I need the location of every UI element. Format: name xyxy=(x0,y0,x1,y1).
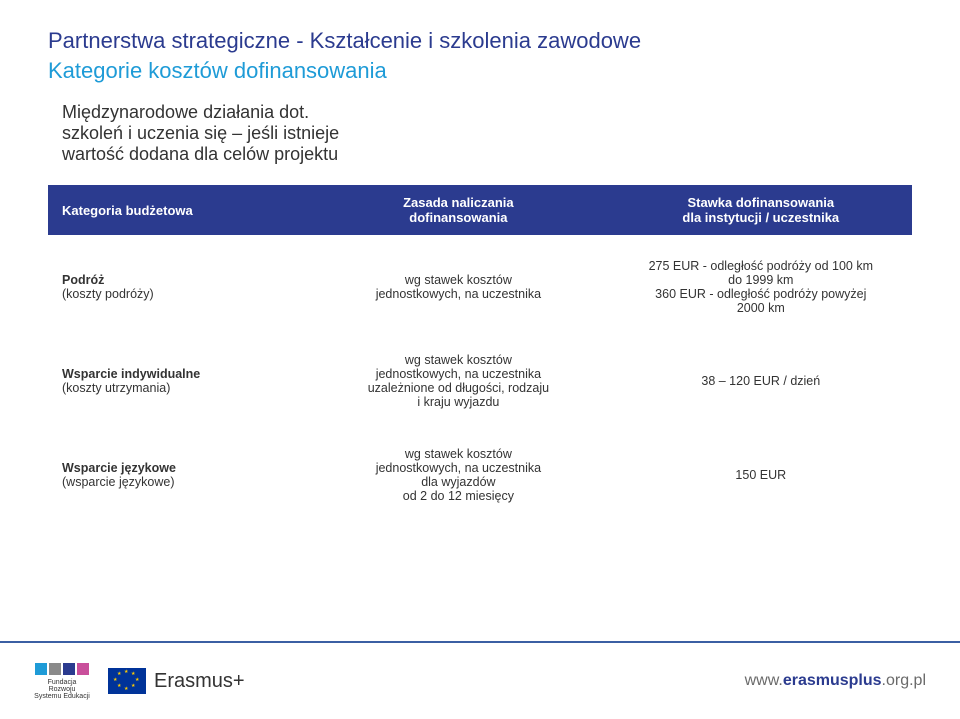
th-rate: Stawka dofinansowaniadla instytucji / uc… xyxy=(610,185,912,235)
row-label: Wsparcie językowe (wsparcie językowe) xyxy=(48,433,307,517)
row-label-sub: (koszty utrzymania) xyxy=(62,381,170,395)
row-rate: 275 EUR - odległość podróży od 100 kmdo … xyxy=(610,245,912,329)
row-label-sub: (koszty podróży) xyxy=(62,287,154,301)
slide-page: Partnerstwa strategiczne - Kształcenie i… xyxy=(0,0,960,719)
row-label-bold: Wsparcie indywidualne xyxy=(62,367,200,381)
erasmus-word: Erasmus xyxy=(154,670,233,692)
row-rule: wg stawek kosztówjednostkowych, na uczes… xyxy=(307,245,609,329)
title-line-1: Partnerstwa strategiczne - Kształcenie i… xyxy=(48,28,912,54)
url-mid: erasmusplus xyxy=(783,672,882,689)
frse-sq-1 xyxy=(35,663,47,675)
erasmus-plus: + xyxy=(233,670,245,692)
frse-sq-3 xyxy=(63,663,75,675)
cost-table: Kategoria budżetowa Zasada naliczaniadof… xyxy=(48,175,912,527)
url-prefix: www. xyxy=(745,672,783,689)
row-label: Podróż (koszty podróży) xyxy=(48,245,307,329)
table-row: Wsparcie językowe (wsparcie językowe) wg… xyxy=(48,433,912,517)
url-suffix: .org.pl xyxy=(882,672,926,689)
subtitle: Międzynarodowe działania dot.szkoleń i u… xyxy=(62,102,912,165)
eu-flag-icon: ★ ★ ★ ★ ★ ★ ★ ★ xyxy=(108,668,146,694)
table-header-row: Kategoria budżetowa Zasada naliczaniadof… xyxy=(48,185,912,235)
row-label-sub: (wsparcie językowe) xyxy=(62,475,175,489)
row-rate: 38 – 120 EUR / dzień xyxy=(610,339,912,423)
footer-left: Fundacja RozwojuSystemu Edukacji ★ ★ ★ ★… xyxy=(34,657,245,705)
title-line-2: Kategorie kosztów dofinansowania xyxy=(48,58,912,84)
row-rate: 150 EUR xyxy=(610,433,912,517)
frse-caption: Fundacja RozwojuSystemu Edukacji xyxy=(34,679,90,700)
th-rule: Zasada naliczaniadofinansowania xyxy=(307,185,609,235)
erasmus-text: Erasmus+ xyxy=(154,670,245,693)
frse-logo: Fundacja RozwojuSystemu Edukacji xyxy=(34,657,90,705)
row-label-bold: Wsparcie językowe xyxy=(62,461,176,475)
erasmus-logo: ★ ★ ★ ★ ★ ★ ★ ★ Erasmus+ xyxy=(108,668,245,694)
frse-squares xyxy=(35,663,89,675)
footer: Fundacja RozwojuSystemu Edukacji ★ ★ ★ ★… xyxy=(0,641,960,719)
table-row: Wsparcie indywidualne (koszty utrzymania… xyxy=(48,339,912,423)
row-label: Wsparcie indywidualne (koszty utrzymania… xyxy=(48,339,307,423)
frse-sq-2 xyxy=(49,663,61,675)
row-rule: wg stawek kosztówjednostkowych, na uczes… xyxy=(307,433,609,517)
row-rule: wg stawek kosztówjednostkowych, na uczes… xyxy=(307,339,609,423)
frse-sq-4 xyxy=(77,663,89,675)
th-category: Kategoria budżetowa xyxy=(48,185,307,235)
table-row: Podróż (koszty podróży) wg stawek kosztó… xyxy=(48,245,912,329)
row-label-bold: Podróż xyxy=(62,273,104,287)
footer-url: www.erasmusplus.org.pl xyxy=(745,672,926,690)
